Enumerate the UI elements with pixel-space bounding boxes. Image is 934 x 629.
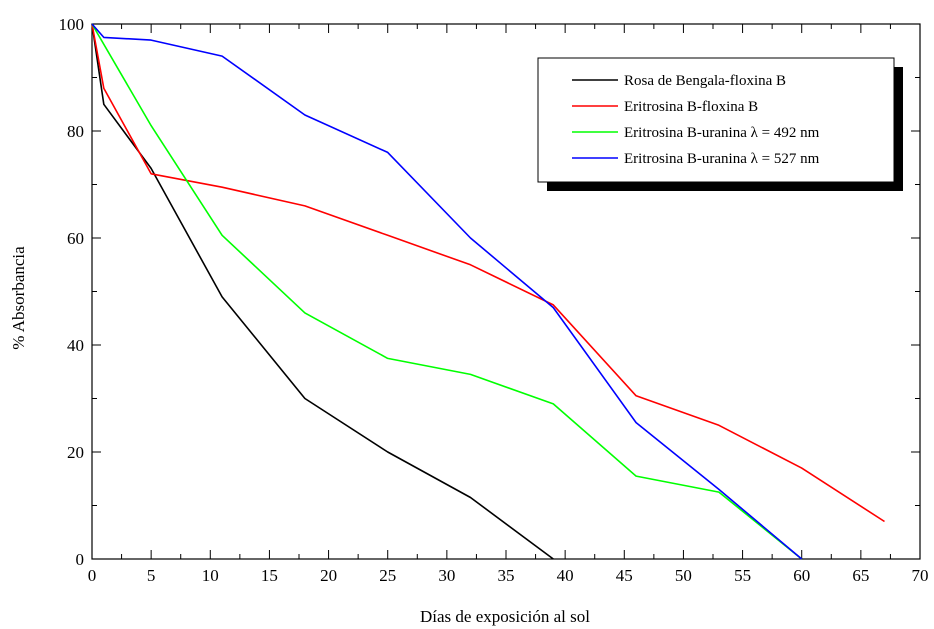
y-tick-label: 100 [59, 15, 85, 34]
legend-label: Eritrosina B-floxina B [624, 99, 758, 115]
y-tick-label: 80 [67, 122, 84, 141]
x-tick-label: 35 [498, 566, 515, 585]
series-lines [91, 23, 885, 560]
series-line-3 [91, 23, 803, 560]
x-tick-label: 5 [147, 566, 156, 585]
legend-box [537, 57, 895, 183]
y-tick-label: 60 [67, 229, 84, 248]
x-tick-label: 50 [675, 566, 692, 585]
x-tick-label: 45 [616, 566, 633, 585]
axes: 0 5 10 15 20 25 30 35 40 45 50 55 60 65 70 0 20 40 60 80 100 [59, 15, 929, 585]
y-tick-label: 0 [76, 550, 85, 569]
series-line-1 [91, 23, 554, 560]
legend-label: Eritrosina B-uranina λ = 492 nm [624, 125, 820, 141]
x-tick-label: 55 [734, 566, 751, 585]
x-tick-label: 60 [793, 566, 810, 585]
x-axis-title: Días de exposición al sol [420, 607, 590, 626]
x-tick-label: 10 [202, 566, 219, 585]
legend-label: Eritrosina B-uranina λ = 527 nm [624, 151, 820, 167]
x-tick-label: 40 [557, 566, 574, 585]
y-tick-label: 20 [67, 443, 84, 462]
legend: Rosa de Bengala-floxina B Eritrosina B-fl… [537, 57, 903, 191]
x-tick-label: 25 [379, 566, 396, 585]
x-tick-label: 30 [438, 566, 455, 585]
x-tick-label: 70 [912, 566, 929, 585]
series-line-2 [91, 23, 885, 523]
x-tick-label: 0 [88, 566, 97, 585]
x-tick-label: 65 [852, 566, 869, 585]
x-tick-label: 15 [261, 566, 278, 585]
x-tick-label: 20 [320, 566, 337, 585]
y-tick-label: 40 [67, 336, 84, 355]
legend-label: Rosa de Bengala-floxina B [624, 73, 786, 89]
y-axis-title: % Absorbancia [9, 246, 28, 350]
series-line-4 [91, 23, 803, 560]
